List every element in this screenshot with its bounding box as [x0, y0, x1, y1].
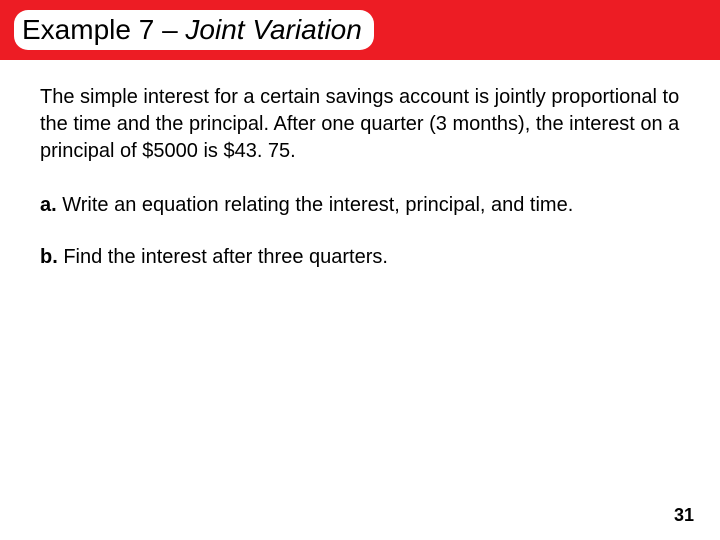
intro-paragraph: The simple interest for a certain saving… [40, 84, 680, 165]
list-item: a. Write an equation relating the intere… [40, 191, 680, 219]
slide-content: The simple interest for a certain saving… [0, 60, 720, 271]
page-number: 31 [674, 505, 694, 526]
list-item: b. Find the interest after three quarter… [40, 243, 680, 271]
title-prefix: Example 7 – [22, 14, 185, 45]
item-label: a. [40, 194, 57, 216]
title-pill: Example 7 – Joint Variation [14, 10, 374, 50]
item-text: Write an equation relating the interest,… [57, 194, 574, 216]
item-label: b. [40, 246, 58, 268]
title-bar: Example 7 – Joint Variation [0, 0, 720, 60]
item-text: Find the interest after three quarters. [58, 246, 388, 268]
title-italic: Joint Variation [185, 14, 361, 45]
